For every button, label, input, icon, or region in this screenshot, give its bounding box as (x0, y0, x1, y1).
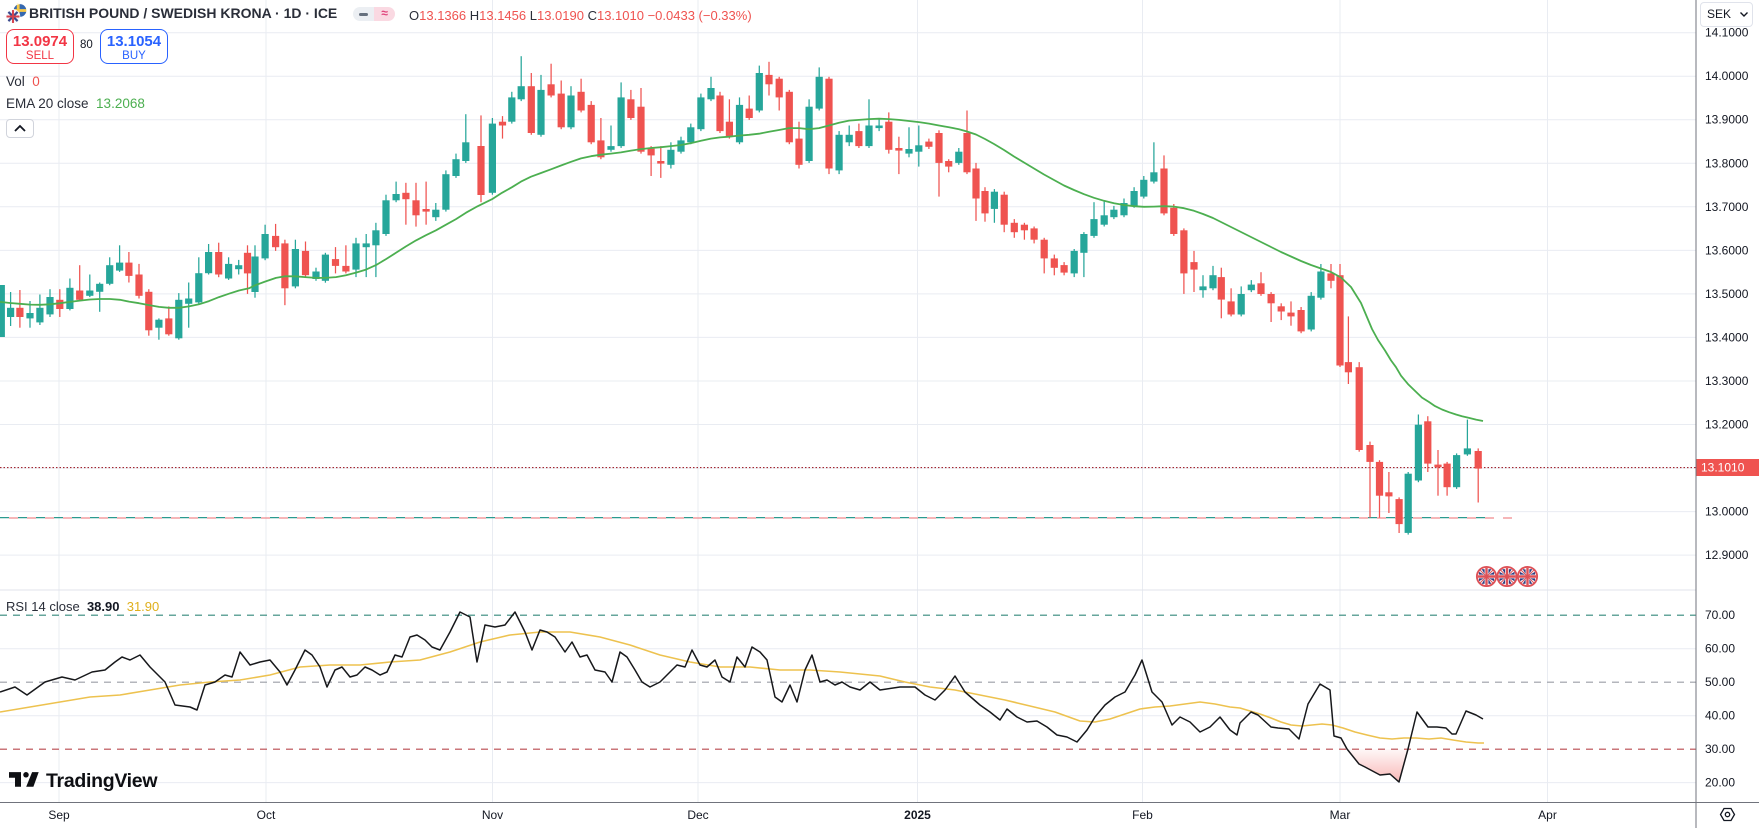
svg-text:Sep: Sep (48, 808, 70, 822)
svg-text:Nov: Nov (482, 808, 503, 822)
svg-text:70.00: 70.00 (1705, 608, 1735, 622)
svg-text:14.1000: 14.1000 (1705, 26, 1749, 40)
svg-text:Mar: Mar (1330, 808, 1351, 822)
svg-text:Feb: Feb (1132, 808, 1153, 822)
svg-text:13.3000: 13.3000 (1705, 374, 1749, 388)
svg-text:40.00: 40.00 (1705, 709, 1735, 723)
svg-text:13.8000: 13.8000 (1705, 156, 1749, 170)
svg-text:13.2000: 13.2000 (1705, 418, 1749, 432)
svg-text:20.00: 20.00 (1705, 776, 1735, 790)
svg-text:13.7000: 13.7000 (1705, 200, 1749, 214)
svg-text:2025: 2025 (904, 808, 931, 822)
svg-text:13.9000: 13.9000 (1705, 113, 1749, 127)
svg-text:Oct: Oct (257, 808, 276, 822)
svg-text:60.00: 60.00 (1705, 642, 1735, 656)
svg-text:12.9000: 12.9000 (1705, 548, 1749, 562)
svg-text:30.00: 30.00 (1705, 742, 1735, 756)
svg-text:13.5000: 13.5000 (1705, 287, 1749, 301)
svg-text:13.6000: 13.6000 (1705, 243, 1749, 257)
svg-text:TradingView: TradingView (46, 771, 158, 792)
svg-text:14.0000: 14.0000 (1705, 69, 1749, 83)
svg-text:50.00: 50.00 (1705, 675, 1735, 689)
svg-text:13.0000: 13.0000 (1705, 505, 1749, 519)
svg-text:Dec: Dec (687, 808, 708, 822)
svg-text:13.4000: 13.4000 (1705, 330, 1749, 344)
svg-text:Apr: Apr (1538, 808, 1557, 822)
svg-text:13.1010: 13.1010 (1701, 461, 1745, 475)
